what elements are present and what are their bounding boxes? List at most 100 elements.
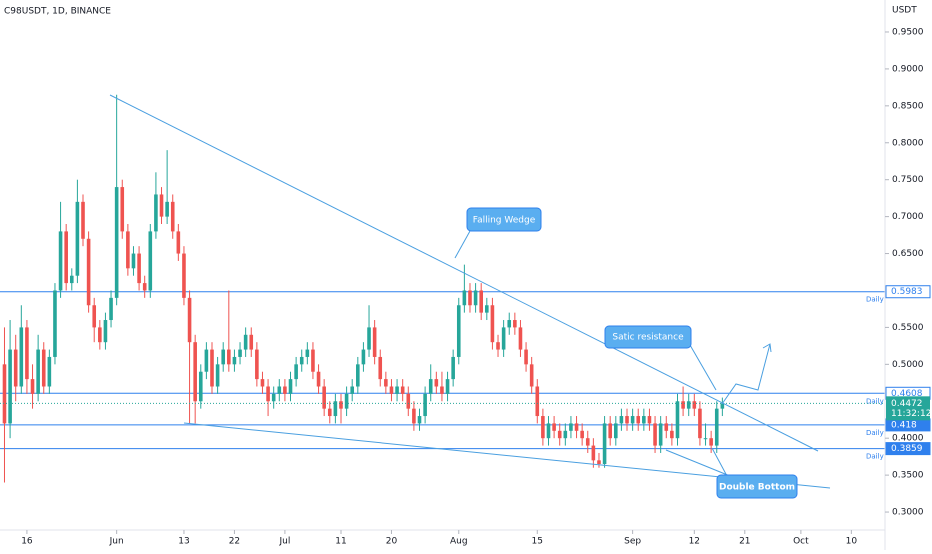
candle-body xyxy=(204,349,209,372)
last-price-box xyxy=(886,396,930,421)
candle-body xyxy=(58,231,63,291)
y-tick-label: 0.5000 xyxy=(892,360,924,370)
candle-body xyxy=(529,364,534,387)
candle-body xyxy=(103,320,108,343)
candle-body xyxy=(350,386,355,394)
candle-body xyxy=(675,401,680,439)
candle-body xyxy=(182,253,186,298)
candle-body xyxy=(165,201,169,217)
level-tag: Daily xyxy=(866,453,884,461)
candle-body xyxy=(456,305,461,357)
candle-body xyxy=(445,379,450,394)
candle-body xyxy=(210,349,214,387)
x-tick-label: 11 xyxy=(335,537,346,547)
candle-body xyxy=(227,349,231,365)
y-tick-label: 0.3000 xyxy=(892,508,924,518)
candle-body xyxy=(535,386,540,417)
candle-body xyxy=(552,423,556,431)
candle-body xyxy=(176,231,181,254)
candle-body xyxy=(423,393,427,417)
candle-body xyxy=(41,349,46,387)
y-unit: USDT xyxy=(892,6,917,16)
callout-pointer xyxy=(711,447,728,477)
candle-body xyxy=(193,342,197,402)
candle-body xyxy=(2,364,7,424)
candle-body xyxy=(670,430,674,439)
candle-body xyxy=(602,423,607,465)
y-tick-label: 0.3500 xyxy=(892,471,924,481)
x-tick-label: Jun xyxy=(109,537,124,547)
candle-body xyxy=(92,305,97,328)
candle-body xyxy=(597,460,601,465)
x-tick-label: 20 xyxy=(386,537,398,547)
level-box xyxy=(885,442,931,456)
candle-body xyxy=(372,327,377,357)
arrow-head xyxy=(762,343,772,353)
x-tick-label: 13 xyxy=(178,537,189,547)
candle-body xyxy=(630,416,635,424)
candle-body xyxy=(322,386,326,409)
callout-pointer xyxy=(454,230,471,259)
candle-body xyxy=(260,379,265,387)
candle-body xyxy=(120,187,125,232)
candle-body xyxy=(316,371,321,387)
y-tick-label: 0.5500 xyxy=(892,323,924,333)
candle-body xyxy=(518,327,523,350)
level-price: 0.3859 xyxy=(891,444,923,454)
candle-body xyxy=(75,201,80,276)
candle-body xyxy=(563,430,568,439)
candle-body xyxy=(47,356,52,387)
last-price: 0.4472 xyxy=(891,399,923,409)
x-tick-label: Jul xyxy=(278,537,290,547)
candle-body xyxy=(395,386,399,394)
callout-pointer xyxy=(689,344,717,391)
candle-body xyxy=(53,290,57,357)
candle-body xyxy=(681,401,685,409)
candle-body xyxy=(664,423,669,431)
y-tick-label: 0.9500 xyxy=(892,27,924,37)
candle-body xyxy=(69,275,74,284)
candle-body xyxy=(361,349,366,365)
candle-body xyxy=(619,416,624,424)
candle-body xyxy=(277,386,282,394)
candle-body xyxy=(703,438,708,440)
candle-body xyxy=(13,349,18,387)
candle-body xyxy=(81,201,85,239)
level-box xyxy=(885,285,931,299)
candle-body xyxy=(294,364,298,380)
x-tick-label: 12 xyxy=(689,537,700,547)
candle-body xyxy=(232,356,237,365)
candle-body xyxy=(462,290,467,306)
annotation: Satic resistance xyxy=(612,333,684,343)
candle-body xyxy=(266,386,270,402)
candle-body xyxy=(468,290,472,306)
plot: Daily Daily Daily Daily xyxy=(0,94,885,483)
candle-body xyxy=(243,334,248,350)
candle-body xyxy=(327,408,332,417)
x-tick-label: Sep xyxy=(624,537,641,547)
candle-body xyxy=(692,401,697,409)
candle-body xyxy=(714,408,719,446)
wedge-upper xyxy=(109,94,819,452)
y-tick-label: 0.8000 xyxy=(892,138,924,148)
candle-body xyxy=(412,408,416,424)
candle-body xyxy=(428,379,433,394)
candle-body xyxy=(114,187,119,298)
candle-body xyxy=(19,327,24,387)
candle-body xyxy=(221,349,226,365)
candle-body xyxy=(271,393,276,402)
candle-body xyxy=(720,403,725,409)
y-tick-label: 0.4000 xyxy=(892,434,924,444)
candle-body xyxy=(479,290,483,313)
candle-body xyxy=(473,290,478,306)
candle-body xyxy=(440,386,444,394)
callout-box xyxy=(716,474,798,499)
candle-body xyxy=(25,327,29,380)
candle-body xyxy=(109,297,113,321)
candle-body xyxy=(653,423,657,446)
candle-body xyxy=(613,423,618,439)
candle-body xyxy=(585,438,590,446)
y-tick-label: 0.6500 xyxy=(892,249,924,259)
x-tick-label: 10 xyxy=(846,537,858,547)
